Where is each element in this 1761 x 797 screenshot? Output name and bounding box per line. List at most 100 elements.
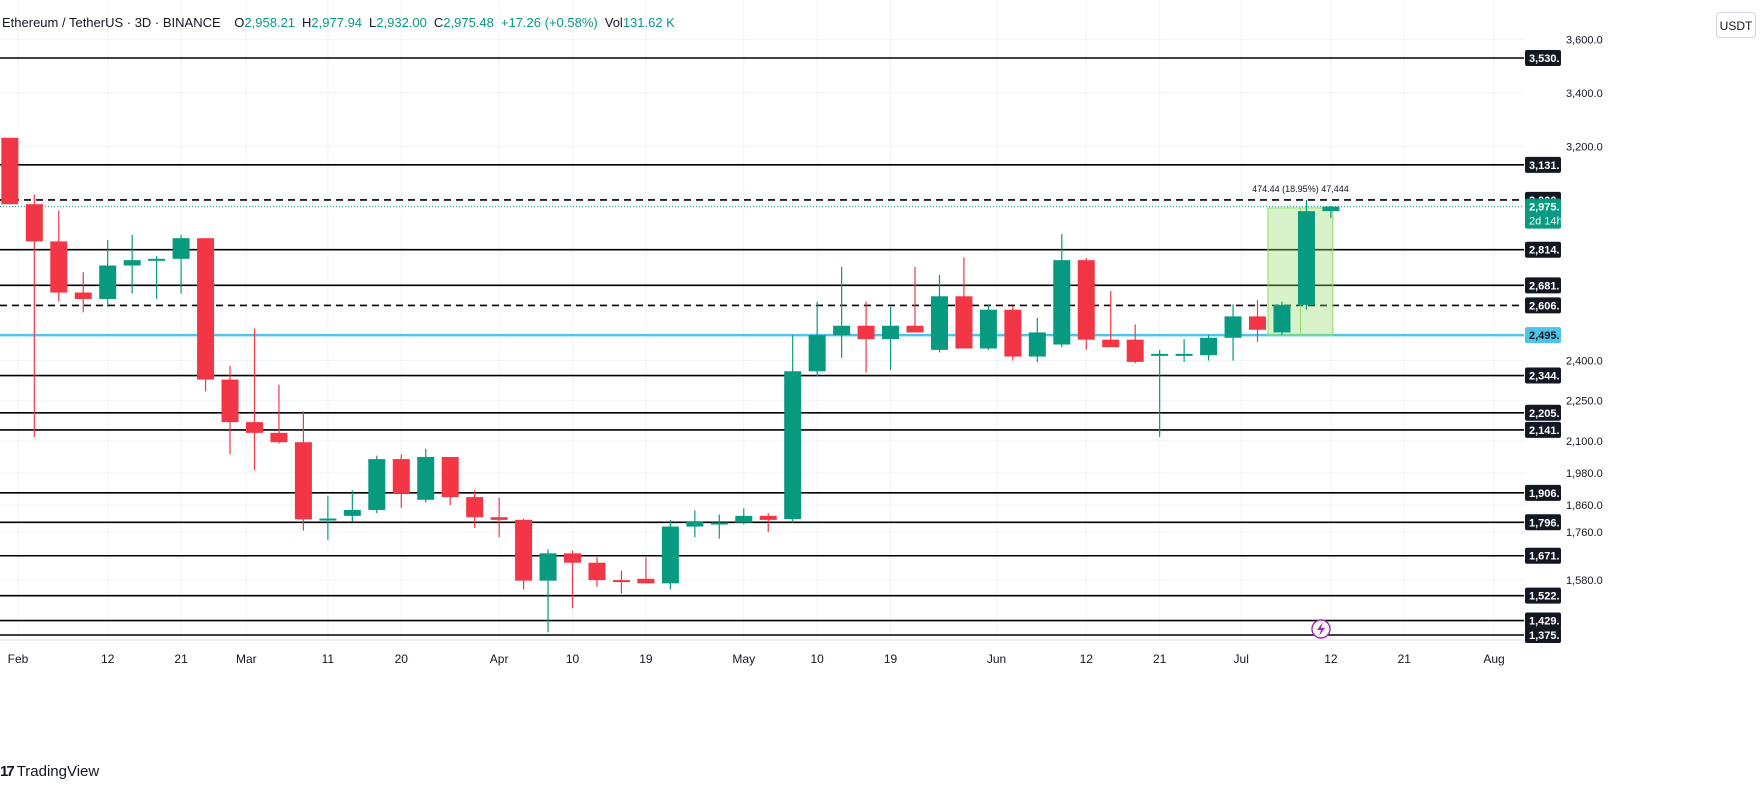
candle-body <box>221 379 239 423</box>
candle-body <box>1297 211 1315 305</box>
level-price-label: 2,141. <box>1529 425 1560 437</box>
level-price-tag <box>1525 587 1561 604</box>
last-price-label: 2,975. <box>1529 202 1560 214</box>
candle-down <box>955 257 973 349</box>
candle-body <box>515 519 533 581</box>
price-tick-label: 1,760.0 <box>1566 527 1603 539</box>
price-tick-label: 1,980.0 <box>1566 468 1603 480</box>
candle-down <box>612 570 630 594</box>
time-tick-label: 19 <box>639 652 653 666</box>
candle-body <box>1 137 19 205</box>
lightning-icon <box>1317 622 1325 636</box>
candle-body <box>833 325 851 336</box>
candle-up <box>930 274 948 353</box>
level-price-tag <box>1525 277 1561 294</box>
level-price-label: 2,344. <box>1529 371 1560 383</box>
candle-body <box>50 241 68 293</box>
candle-body <box>882 325 900 340</box>
candle-body <box>368 459 386 510</box>
ohlc-label: O <box>234 15 245 30</box>
price-tick-label: 3,400.0 <box>1566 88 1603 100</box>
chart-extras <box>1311 619 1331 639</box>
candle-down <box>294 411 312 531</box>
candle-down <box>245 328 263 471</box>
candle-up <box>417 448 435 503</box>
candle-body <box>1102 339 1120 348</box>
time-tick-label: 20 <box>395 652 409 666</box>
candle-body <box>784 371 802 520</box>
candle-up <box>686 510 704 538</box>
candle-up <box>1151 349 1169 437</box>
candle-up <box>1175 339 1193 362</box>
candle-body <box>735 515 753 523</box>
ohlc-value: +17.26 (+0.58%) <box>500 15 598 30</box>
candle-body <box>441 456 459 498</box>
candle-up <box>1200 335 1218 361</box>
level-price-label: 2,606. <box>1529 300 1560 312</box>
candle-down <box>759 513 777 532</box>
level-price-tag <box>1525 547 1561 564</box>
level-price-label: 3,131. <box>1529 160 1560 172</box>
symbol-legend: Ethereum / TetherUS · 3D · BINANCE O2,95… <box>2 15 682 30</box>
candle-down <box>270 384 288 444</box>
candle-down <box>25 194 43 437</box>
tradingview-brand[interactable]: 17 TradingView <box>0 763 99 780</box>
price-tick-label: 1,860.0 <box>1566 500 1603 512</box>
ohlc-values: O2,958.21 H2,977.94 L2,932.00 C2,975.48 +17.… <box>234 15 682 30</box>
time-tick-label: Mar <box>236 652 257 666</box>
candle-body <box>1175 353 1193 356</box>
candle-up <box>368 455 386 514</box>
level-price-label: 1,522. <box>1529 591 1560 603</box>
candle-body <box>270 432 288 443</box>
time-tick-label: 21 <box>174 652 188 666</box>
candle-down <box>1102 290 1120 348</box>
candle-down <box>1249 300 1267 342</box>
candle-down <box>490 497 508 538</box>
candle-body <box>466 497 484 518</box>
candle-body <box>1322 206 1340 212</box>
candle-up <box>1322 205 1340 219</box>
candle-down <box>50 210 68 302</box>
currency-button[interactable]: USDT <box>1716 12 1756 38</box>
time-tick-label: Apr <box>490 652 509 666</box>
candle-body <box>1028 332 1046 357</box>
candle-up <box>1297 199 1315 310</box>
time-tick-label: Feb <box>8 652 29 666</box>
candle-body <box>539 553 557 581</box>
candle-body <box>1126 339 1144 362</box>
level-price-tag <box>1525 297 1561 314</box>
candle-body <box>392 459 410 494</box>
candle-body <box>123 260 141 266</box>
level-price-label: 1,906. <box>1529 488 1560 500</box>
time-tick-label: May <box>732 652 755 666</box>
candles <box>1 137 1340 633</box>
ohlc-label: C <box>433 15 444 30</box>
candle-up <box>661 519 679 590</box>
candle-body <box>1200 337 1218 356</box>
time-axis: Feb 12 21 Mar 11 20 Apr 10 19 May 10 19 Jun 12 21 Jul 12… <box>0 639 1524 666</box>
candle-down <box>392 454 410 508</box>
candle-down <box>515 518 533 590</box>
ohlc-label: L <box>369 15 377 30</box>
candle-up <box>319 495 337 540</box>
price-tick-label: 1,580.0 <box>1566 575 1603 587</box>
ohlc-value: 2,977.94 <box>311 15 363 30</box>
candle-body <box>148 258 166 261</box>
candle-up <box>882 307 900 370</box>
candle-body <box>686 521 704 527</box>
candle-body <box>906 325 924 333</box>
time-tick-label: 12 <box>1324 652 1338 666</box>
candle-body <box>759 515 777 520</box>
candle-down <box>1004 305 1022 361</box>
symbol-title[interactable]: Ethereum / TetherUS · 3D · BINANCE <box>2 15 221 30</box>
lightning-event-icon[interactable] <box>1311 619 1331 639</box>
candle-body <box>661 526 679 584</box>
candle-body <box>1273 304 1291 333</box>
level-price-label: 1,375. <box>1529 630 1560 642</box>
candle-up <box>735 508 753 525</box>
level-price-tag <box>1525 404 1561 421</box>
candle-body <box>612 580 630 583</box>
time-tick-label: Aug <box>1483 652 1504 666</box>
